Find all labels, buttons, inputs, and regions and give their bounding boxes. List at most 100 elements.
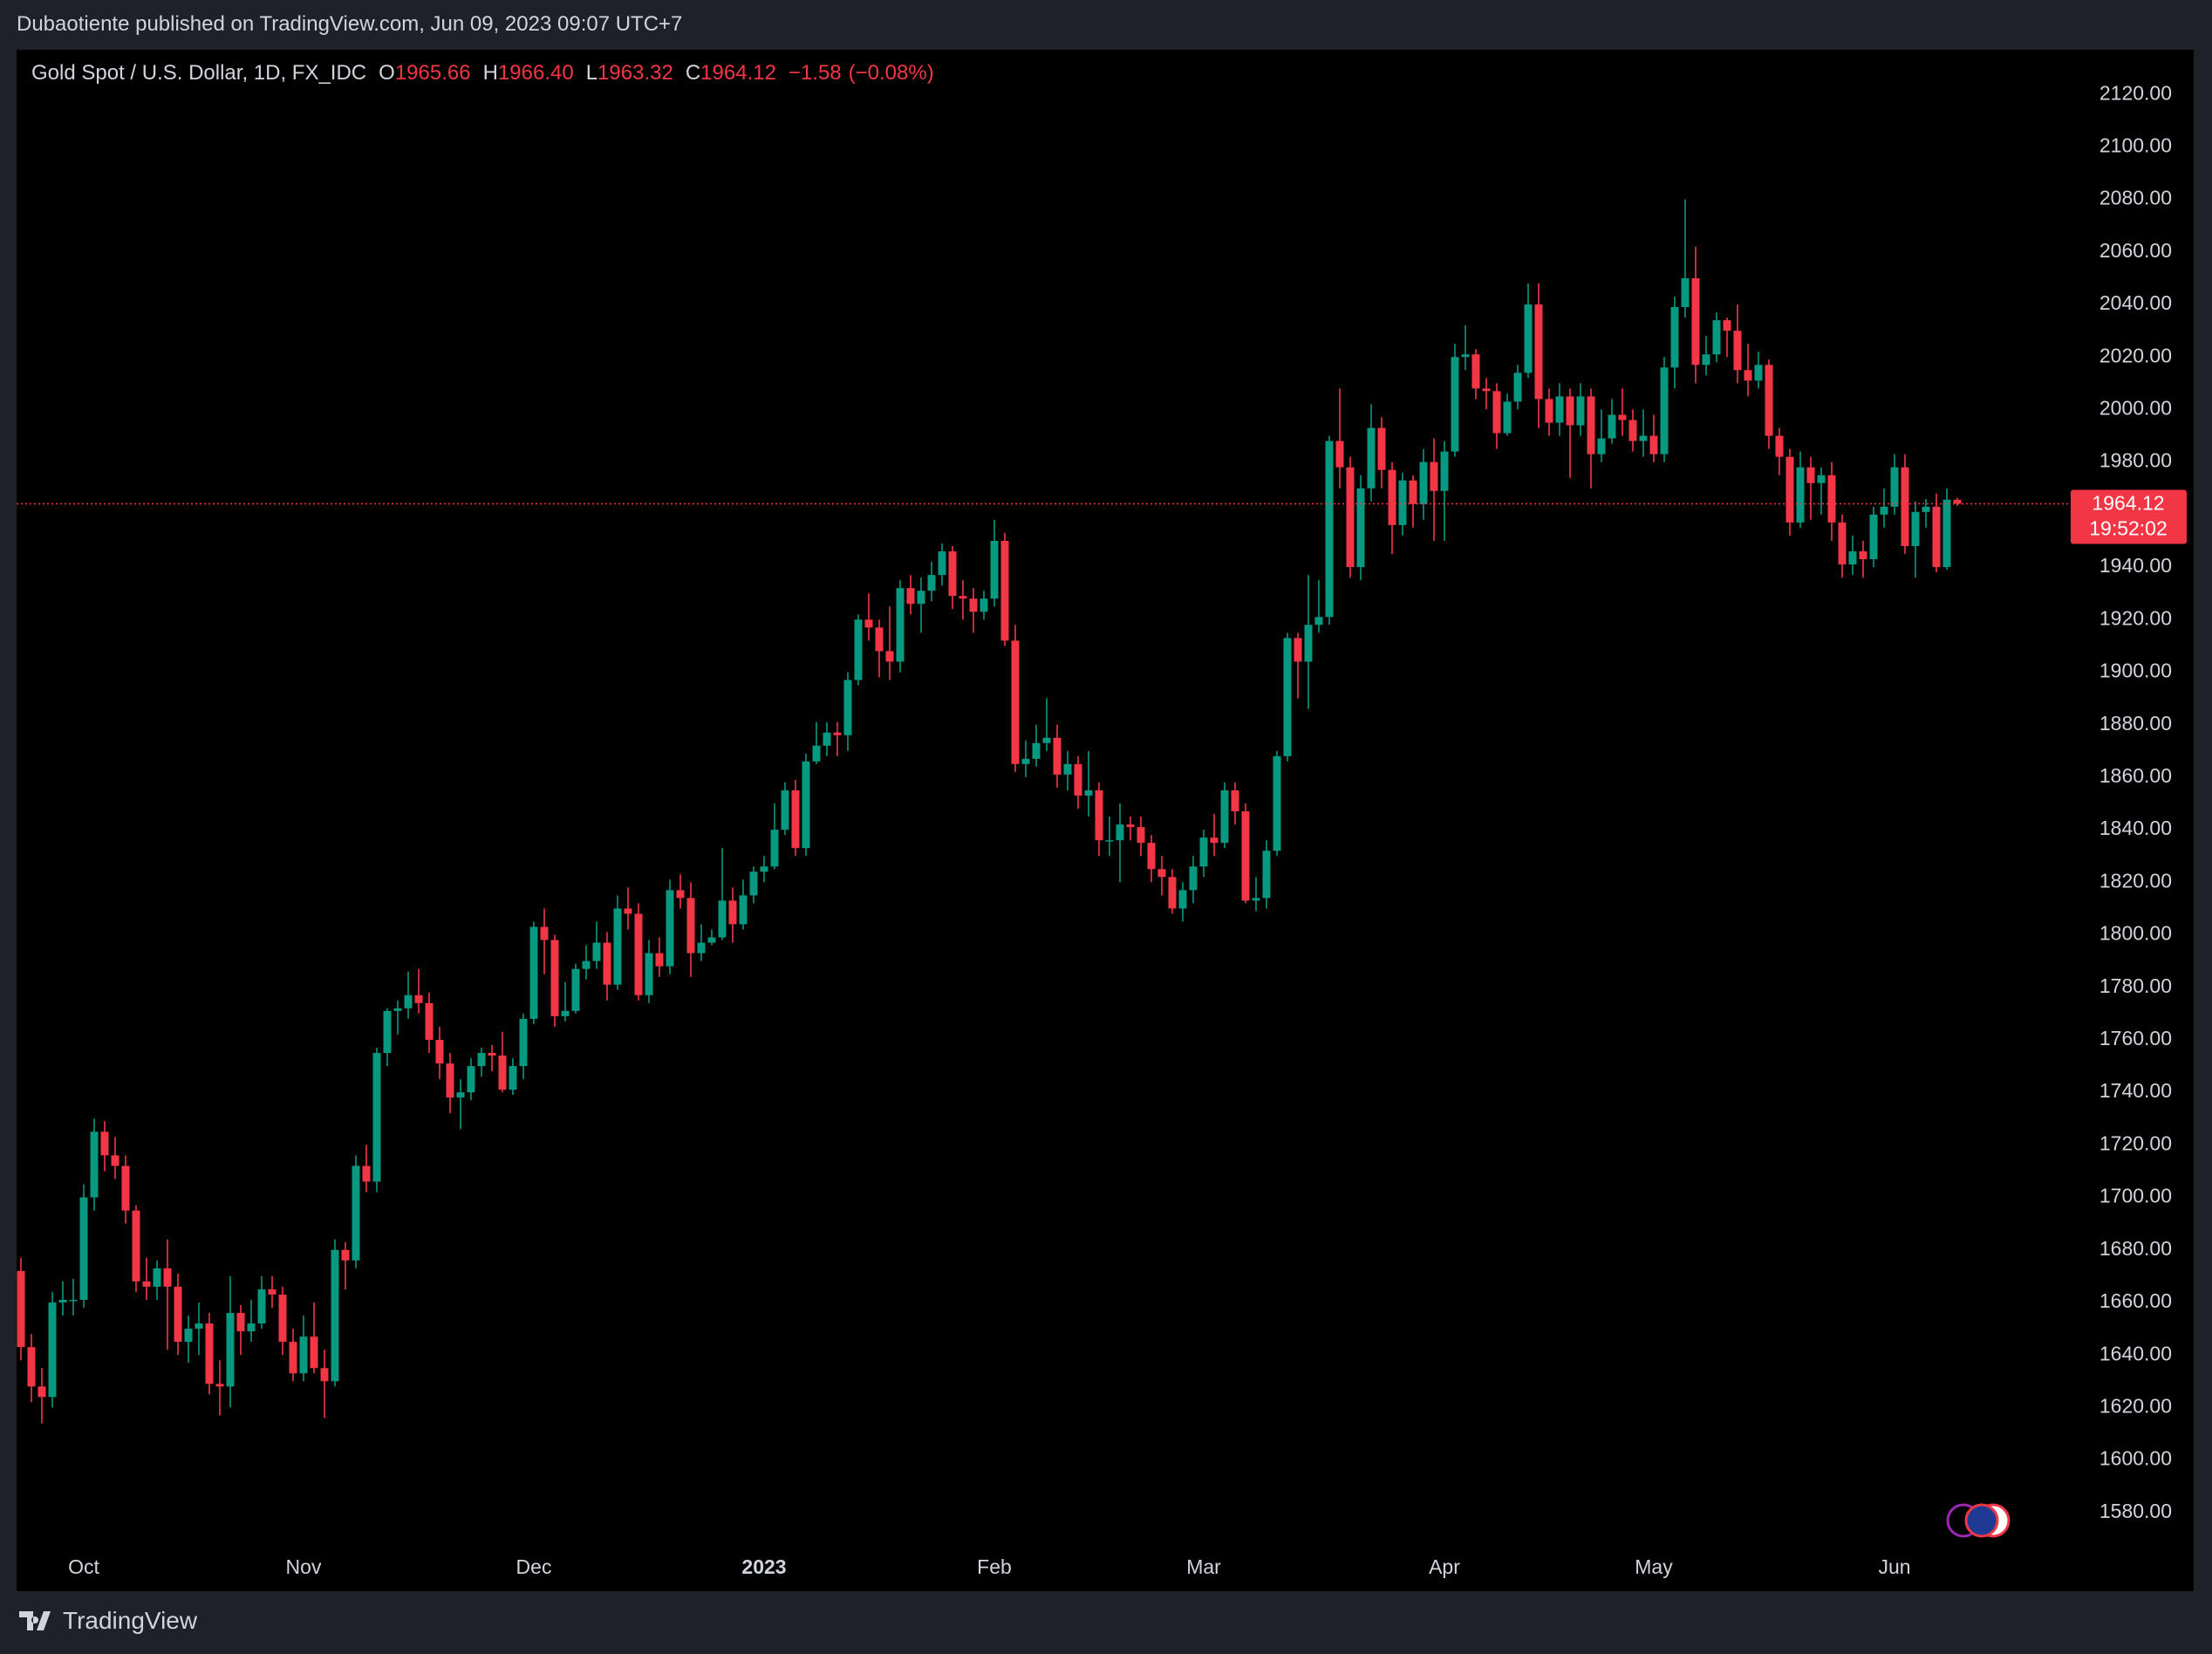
candle-body <box>48 1302 57 1398</box>
y-tick-label: 2020.00 <box>2099 344 2172 366</box>
y-tick-label: 2060.00 <box>2099 239 2172 262</box>
candle-body <box>1063 763 1072 775</box>
candle-body <box>529 926 538 1019</box>
candle-body <box>121 1165 130 1211</box>
y-tick-label: 1660.00 <box>2099 1289 2172 1312</box>
candle-body <box>90 1131 99 1198</box>
symbol: Gold Spot / U.S. Dollar, 1D, FX_IDC <box>31 61 367 85</box>
candle-body <box>477 1053 486 1067</box>
y-tick-label: 2040.00 <box>2099 291 2172 314</box>
candle-body <box>142 1281 151 1287</box>
candle-body <box>1890 467 1899 507</box>
candle-body <box>613 908 622 985</box>
candle-body <box>1880 506 1888 515</box>
x-tick-label: Feb <box>977 1555 1012 1578</box>
y-tick-label: 1860.00 <box>2099 764 2172 787</box>
candle-body <box>1765 365 1773 436</box>
candle-body <box>1576 396 1585 426</box>
x-tick-label: May <box>1635 1555 1673 1578</box>
candle-body <box>17 1270 25 1348</box>
candle-body <box>749 871 758 896</box>
candle-body <box>1231 789 1239 812</box>
plot: 1580.00 1600.00 1620.00 1640.00 1660.00 1680.… <box>17 81 2187 1578</box>
candle-body <box>1691 277 1700 366</box>
candle-body <box>781 789 789 830</box>
candle-body <box>247 1323 256 1332</box>
candle-body <box>1451 357 1459 452</box>
candle-body <box>540 926 549 940</box>
candle-body <box>27 1347 36 1387</box>
candle-body <box>425 1002 434 1040</box>
ohlc-prefix: L <box>585 61 598 85</box>
candle-body <box>1252 898 1260 901</box>
candle-body <box>383 1010 392 1054</box>
candle-body <box>278 1294 287 1343</box>
candle-body <box>1817 475 1826 483</box>
price-badge <box>2071 489 2187 544</box>
candle-body <box>1356 488 1365 568</box>
candle-body <box>195 1323 203 1329</box>
event-icon[interactable] <box>1964 1503 1999 1538</box>
change-pct: (−0.08%) <box>848 61 934 85</box>
candle-body <box>1639 435 1648 441</box>
candle-body <box>69 1299 78 1302</box>
candle-body <box>1398 480 1407 525</box>
candle-body <box>1942 499 1951 568</box>
candle-body <box>980 598 988 612</box>
candle-body <box>1335 441 1344 468</box>
candle-body <box>299 1336 308 1374</box>
candle-body <box>163 1268 172 1287</box>
candle-body <box>435 1039 444 1064</box>
candle-body <box>864 619 873 628</box>
candle-body <box>1775 435 1784 457</box>
candle-body <box>1482 388 1491 392</box>
candle-body <box>1262 851 1271 899</box>
candle-body <box>184 1329 193 1343</box>
candle-body <box>896 588 905 662</box>
candle-body <box>215 1384 224 1387</box>
candle-body <box>1273 755 1281 851</box>
candle-body <box>1042 737 1051 743</box>
y-tick-label: 2080.00 <box>2099 187 2172 209</box>
candle-body <box>498 1056 507 1090</box>
candle-body <box>1618 414 1627 420</box>
y-tick-label: 1980.00 <box>2099 449 2172 472</box>
candle-body <box>1806 467 1815 483</box>
candle-body <box>1922 506 1930 512</box>
y-tick-label: 1600.00 <box>2099 1447 2172 1470</box>
candle-body <box>100 1131 109 1156</box>
candle-body <box>707 937 716 943</box>
candle-body <box>948 551 957 597</box>
candle-body <box>79 1197 88 1300</box>
candle-body <box>1911 511 1920 546</box>
candle-body <box>153 1268 161 1287</box>
candle-body <box>1294 638 1302 662</box>
candle-body <box>990 540 999 599</box>
y-tick-label: 1580.00 <box>2099 1500 2172 1522</box>
y-tick-label: 2100.00 <box>2099 133 2172 156</box>
candle-body <box>1848 551 1857 565</box>
candle-body <box>634 913 643 995</box>
candle-body <box>1126 824 1135 828</box>
candle-body <box>1440 451 1449 491</box>
candle-body <box>1346 467 1355 568</box>
candle-body <box>645 953 653 995</box>
candle-body <box>174 1286 182 1343</box>
candle-body <box>1314 617 1323 625</box>
candle-body <box>1430 461 1438 491</box>
candle-body <box>1168 877 1177 909</box>
brand[interactable]: TradingView <box>63 1607 198 1634</box>
candle-body <box>728 900 737 925</box>
candle-body <box>1388 469 1396 525</box>
candle-body <box>1137 827 1145 844</box>
candle-body <box>686 898 695 953</box>
candle-body <box>1712 320 1721 355</box>
candle-body <box>666 890 674 967</box>
candle-body <box>1723 320 1731 331</box>
candle-body <box>1461 354 1470 358</box>
candle-body <box>268 1288 276 1295</box>
candle-body <box>812 745 821 762</box>
candle-body <box>917 591 925 605</box>
candle-body <box>1367 427 1376 489</box>
candle-body <box>1681 277 1690 308</box>
